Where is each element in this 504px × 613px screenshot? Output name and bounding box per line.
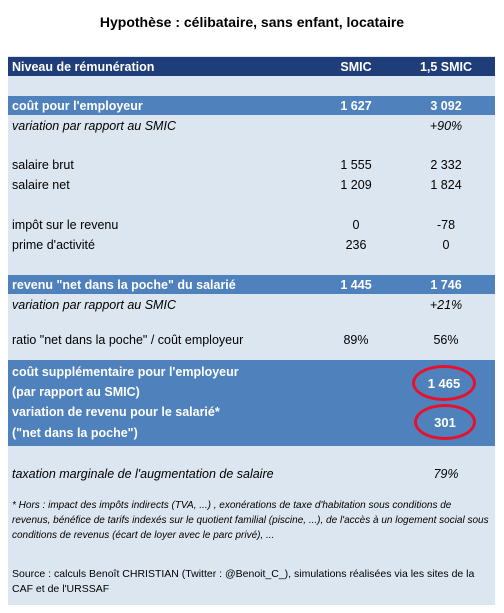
header-col-1-5-smic: 1,5 SMIC (419, 59, 473, 74)
row-impot: impôt sur le revenu 0 -78 (8, 216, 495, 234)
row-label: prime d'activité (12, 238, 95, 252)
row-label: revenu "net dans la poche" du salarié (12, 277, 236, 292)
value-1-5-smic: +21% (429, 297, 463, 312)
row-cout-employeur: coût pour l'employeur 1 627 3 092 (8, 96, 495, 115)
table-panel (8, 56, 495, 605)
table-header: Niveau de rémunération SMIC 1,5 SMIC (8, 57, 495, 76)
header-label: Niveau de rémunération (12, 59, 155, 74)
row-salaire-net: salaire net 1 209 1 824 (8, 176, 495, 194)
row-label: impôt sur le revenu (12, 218, 119, 232)
value-1-5-smic: 0 (442, 238, 450, 252)
value-smic: 1 445 (340, 277, 372, 292)
value-cout-supplementaire: 1 465 (412, 365, 476, 401)
highlight-line-1: coût supplémentaire pour l'employeur (12, 365, 239, 379)
row-label: taxation marginale de l'augmentation de … (12, 466, 274, 481)
row-prime: prime d'activité 236 0 (8, 236, 495, 254)
row-ratio: ratio "net dans la poche" / coût employe… (8, 330, 495, 350)
row-taxation: taxation marginale de l'augmentation de … (8, 464, 495, 483)
row-label: salaire net (12, 178, 70, 192)
row-label: ratio "net dans la poche" / coût employe… (12, 333, 244, 347)
value-variation-revenu: 301 (414, 404, 476, 440)
value-smic: 1 627 (340, 98, 372, 113)
row-label: variation par rapport au SMIC (12, 118, 176, 133)
value-1-5-smic: +90% (429, 118, 463, 133)
value-1-5-smic: 56% (433, 333, 459, 347)
highlight-line-3: variation de revenu pour le salarié* (12, 405, 220, 419)
header-col-smic: SMIC (340, 59, 372, 74)
value-smic: 1 209 (340, 178, 372, 192)
value-smic: 0 (352, 218, 360, 232)
source-note: Source : calculs Benoît CHRISTIAN (Twitt… (12, 568, 475, 595)
footnote: * Hors : impact des impôts indirects (TV… (12, 500, 489, 541)
value-1-5-smic: -78 (436, 218, 456, 232)
row-label: coût pour l'employeur (12, 98, 143, 113)
highlight-line-4: ("net dans la poche") (12, 426, 138, 440)
row-variation-smic-1: variation par rapport au SMIC +90% (8, 116, 495, 135)
row-salaire-brut: salaire brut 1 555 2 332 (8, 156, 495, 174)
value-1-5-smic: 1 746 (430, 277, 462, 292)
row-variation-smic-2: variation par rapport au SMIC +21% (8, 295, 495, 314)
page-title: Hypothèse : célibataire, sans enfant, lo… (99, 14, 405, 30)
value-1-5-smic: 2 332 (430, 158, 462, 172)
highlight-block: coût supplémentaire pour l'employeur (pa… (8, 360, 495, 446)
value-smic: 89% (343, 333, 369, 347)
value-1-5-smic: 79% (433, 466, 459, 481)
value-smic: 236 (345, 238, 367, 252)
row-revenu-poche: revenu "net dans la poche" du salarié 1 … (8, 275, 495, 294)
highlight-line-2: (par rapport au SMIC) (12, 385, 140, 399)
value-1-5-smic: 1 824 (430, 178, 462, 192)
row-label: variation par rapport au SMIC (12, 297, 176, 312)
value-smic: 1 555 (340, 158, 372, 172)
row-label: salaire brut (12, 158, 74, 172)
value-1-5-smic: 3 092 (430, 98, 462, 113)
